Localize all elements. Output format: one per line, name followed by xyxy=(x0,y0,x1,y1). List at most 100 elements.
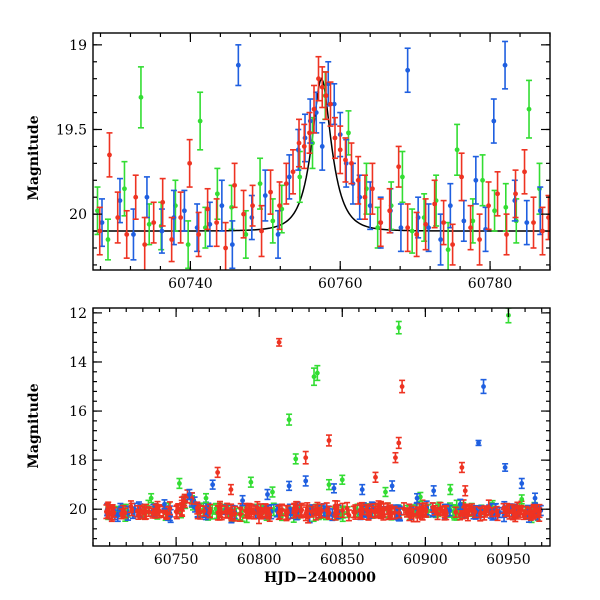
bottom-green-point-marker xyxy=(339,477,345,483)
bottom-x-tick-label: 60850 xyxy=(320,552,365,568)
bottom-red-baseline-point xyxy=(323,502,330,519)
bottom-red-baseline-point-marker xyxy=(165,511,170,516)
top-red-point xyxy=(204,187,211,231)
bottom-blue-point-marker xyxy=(303,478,309,484)
bottom-red-baseline-point-marker xyxy=(340,507,345,513)
bottom-red-baseline-point xyxy=(245,502,252,519)
top-red-point xyxy=(539,206,546,256)
bottom-red-baseline-point xyxy=(374,502,381,518)
bottom-red-baseline-point-marker xyxy=(375,507,381,513)
bottom-blue-point-marker xyxy=(389,483,395,489)
top-red-point xyxy=(530,196,537,249)
top-red-point-marker xyxy=(223,245,229,251)
top-red-point xyxy=(114,191,121,244)
bottom-blue-point-marker xyxy=(457,501,463,507)
top-blue-point xyxy=(490,98,497,144)
top-red-point-marker xyxy=(124,232,130,237)
bottom-red-baseline-point xyxy=(284,505,291,521)
bottom-red-baseline-point-marker xyxy=(139,510,145,515)
bottom-red-baseline-point-marker xyxy=(380,510,386,515)
bottom-red-baseline-point xyxy=(312,504,319,517)
top-red-point xyxy=(377,198,384,248)
top-red-point-marker xyxy=(232,182,237,188)
top-red-point xyxy=(195,211,202,258)
bottom-green-point xyxy=(269,486,276,498)
top-blue-point-marker xyxy=(275,232,281,237)
top-green-point xyxy=(94,186,101,236)
bottom-red-point xyxy=(276,337,283,347)
bottom-panel-data-layer xyxy=(103,308,544,525)
bottom-panel-x-axis-label: HJD−2400000 xyxy=(264,570,376,586)
bottom-red-baseline-point-marker xyxy=(277,509,283,515)
top-red-point xyxy=(96,206,103,256)
top-green-point-marker xyxy=(480,177,485,183)
bottom-red-baseline-point-marker xyxy=(157,508,162,514)
bottom-series-green xyxy=(148,308,525,505)
bottom-green-point-marker xyxy=(314,370,320,376)
bottom-blue-point xyxy=(389,480,396,492)
top-red-point xyxy=(306,111,313,154)
bottom-green-point-marker xyxy=(248,479,254,485)
bottom-red-baseline-point xyxy=(477,506,484,522)
top-green-point-marker xyxy=(146,221,152,227)
top-red-point-marker xyxy=(441,220,447,226)
bottom-red-baseline-point-marker xyxy=(195,509,201,514)
bottom-red-point xyxy=(458,461,465,474)
bottom-blue-point xyxy=(475,439,482,447)
top-red-point xyxy=(322,71,329,121)
bottom-red-baseline-point xyxy=(258,507,265,520)
bottom-blue-point-marker xyxy=(210,482,216,488)
top-red-point xyxy=(467,204,474,251)
bottom-y-tick-label: 12 xyxy=(69,306,87,322)
top-green-point xyxy=(409,208,416,254)
top-green-point xyxy=(491,189,498,232)
top-red-point-marker xyxy=(450,242,456,248)
top-red-point xyxy=(283,162,290,205)
bottom-red-baseline-point-marker xyxy=(334,504,340,510)
top-red-point xyxy=(494,171,501,217)
top-red-point-marker xyxy=(414,232,420,237)
bottom-red-baseline-point-marker xyxy=(254,505,260,511)
top-red-point-marker xyxy=(405,225,411,231)
bottom-y-tick-label: 14 xyxy=(69,355,87,371)
bottom-red-baseline-point-marker xyxy=(258,511,264,517)
top-y-tick-label: 19.5 xyxy=(56,122,87,138)
bottom-green-point-marker xyxy=(293,456,299,462)
bottom-red-baseline-point xyxy=(122,507,129,519)
bottom-green-point-marker xyxy=(447,487,453,492)
bottom-green-point xyxy=(311,367,318,387)
bottom-blue-point-marker xyxy=(331,485,337,491)
bottom-blue-point-marker xyxy=(481,384,486,389)
bottom-red-baseline-point-marker xyxy=(285,510,290,515)
top-green-point-marker xyxy=(105,237,111,242)
top-blue-point xyxy=(235,44,242,87)
top-panel-plot-area xyxy=(93,40,550,270)
top-red-point xyxy=(331,116,338,160)
top-blue-point-marker xyxy=(473,177,479,183)
bottom-red-point xyxy=(395,436,402,450)
top-red-point-marker xyxy=(277,203,282,209)
top-red-point-marker xyxy=(160,199,166,205)
bottom-blue-point xyxy=(286,480,293,492)
bottom-red-baseline-point xyxy=(380,503,387,518)
bottom-panel-axes: 60750 60800 60850 60900 60950 12 14 16 18 20 xyxy=(69,306,551,568)
bottom-red-baseline-point-marker xyxy=(201,508,207,514)
bottom-red-baseline-point-marker xyxy=(223,509,228,515)
top-blue-point-marker xyxy=(447,203,453,209)
top-red-point xyxy=(249,184,256,227)
bottom-red-point-marker xyxy=(228,487,234,492)
bottom-red-baseline-point-marker xyxy=(411,512,417,518)
bottom-blue-point-marker xyxy=(286,483,292,489)
top-red-point-marker xyxy=(133,194,139,200)
top-green-point-marker xyxy=(270,218,276,224)
bottom-green-point xyxy=(518,494,525,505)
top-blue-point xyxy=(229,220,236,270)
bottom-red-point xyxy=(392,451,399,464)
top-red-point xyxy=(213,198,220,248)
bottom-blue-point-marker xyxy=(186,492,192,497)
bottom-red-baseline-point-marker xyxy=(359,509,365,515)
top-red-point-marker xyxy=(432,201,438,207)
bottom-red-baseline-point-marker xyxy=(417,507,423,513)
bottom-green-point xyxy=(314,364,321,382)
top-red-point-marker xyxy=(311,106,317,112)
